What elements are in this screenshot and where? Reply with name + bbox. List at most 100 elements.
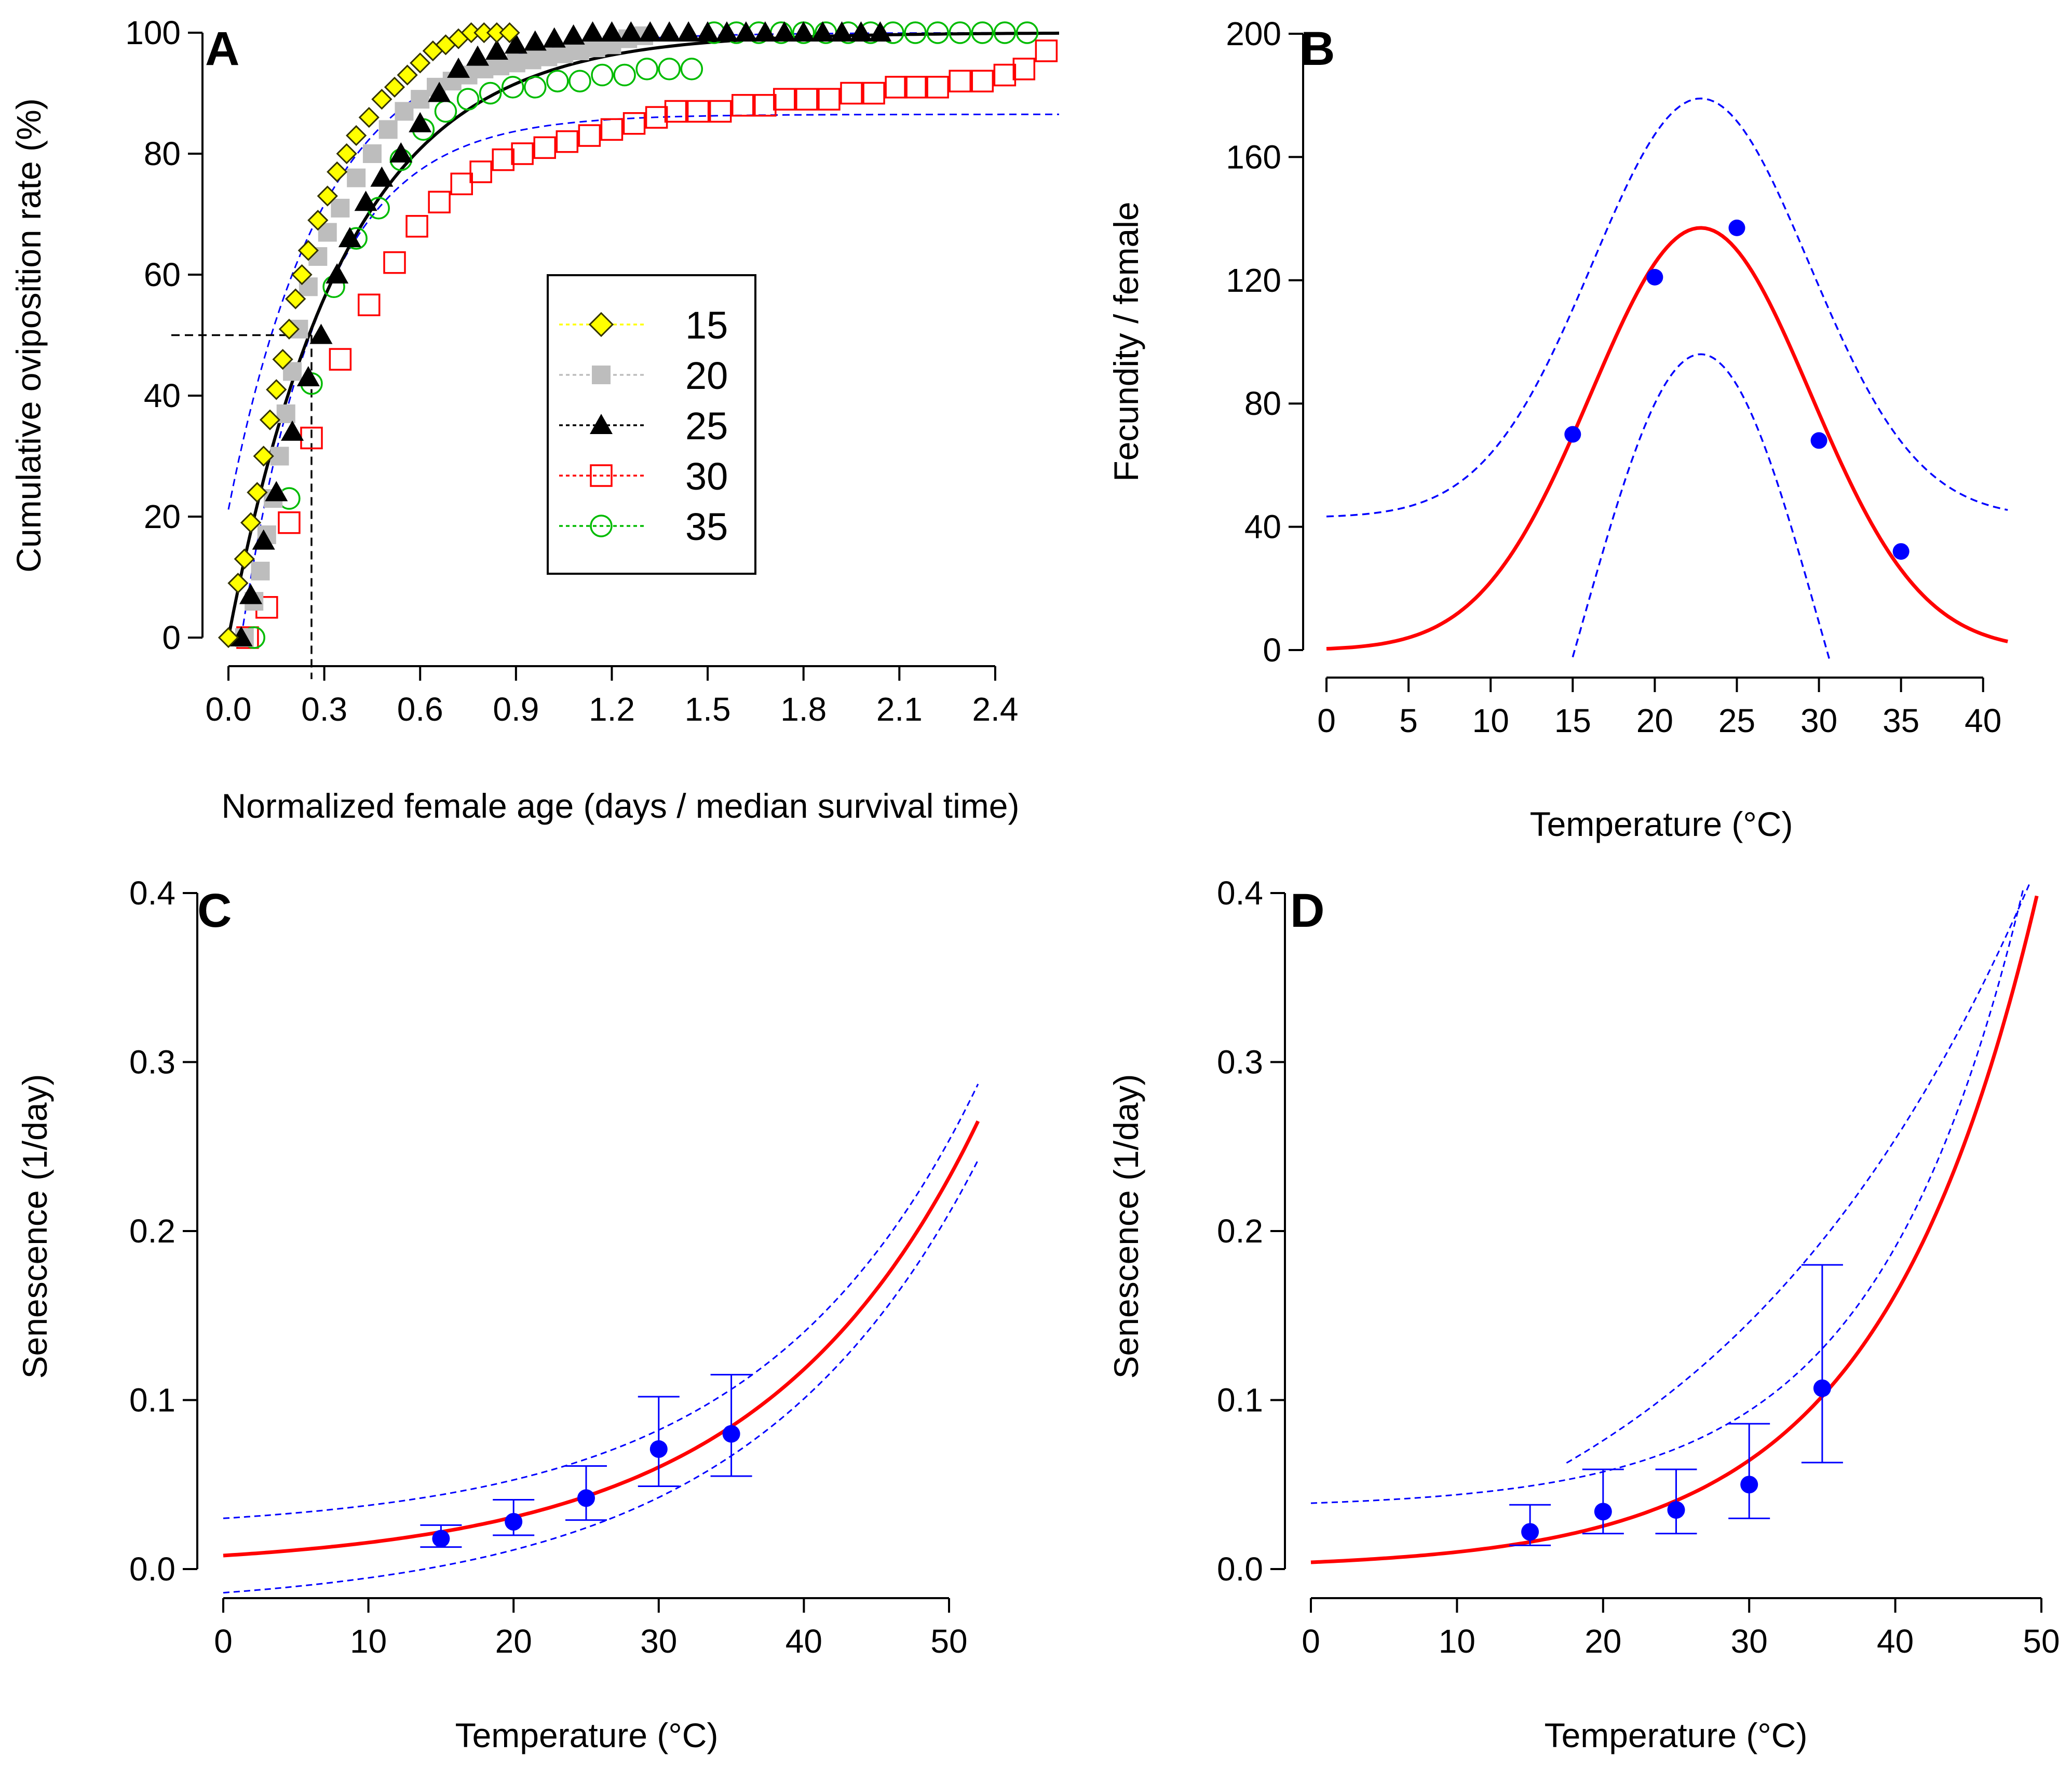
data-point-15: [272, 348, 293, 370]
data-point-25: [562, 24, 585, 45]
data-point-30: [428, 191, 451, 213]
y-tick-label: 0: [1263, 631, 1281, 669]
y-tick-label: 60: [144, 256, 181, 293]
confidence-band-line: [240, 113, 1059, 638]
y-tick-label: 200: [1226, 15, 1281, 52]
y-tick-label: 0.2: [129, 1212, 175, 1250]
x-tick-label: 20: [1636, 702, 1673, 739]
data-point: [1594, 1503, 1612, 1521]
data-point-35: [971, 21, 994, 44]
y-axis-title: Fecundity / female: [1107, 201, 1145, 481]
data-point-30: [885, 76, 908, 99]
x-tick-label: 20: [1585, 1623, 1621, 1660]
data-point-15: [285, 288, 306, 309]
data-point-35: [479, 82, 502, 105]
data-point-35: [926, 21, 949, 44]
data-point-30: [949, 70, 971, 92]
data-point-15: [240, 512, 262, 533]
y-tick-label: 0.1: [1217, 1382, 1263, 1419]
data-point-20: [586, 38, 605, 58]
data-point-25: [619, 21, 643, 42]
y-tick-label: 120: [1226, 262, 1281, 299]
data-point-25: [389, 142, 413, 163]
data-point-35: [524, 76, 547, 99]
data-point-25: [326, 263, 349, 283]
y-tick-label: 0.4: [129, 874, 175, 912]
data-point-30: [358, 293, 381, 316]
x-tick-label: 5: [1399, 702, 1418, 739]
data-point-15: [327, 161, 348, 183]
data-point-15: [499, 22, 520, 44]
data-point-30: [926, 76, 949, 99]
data-point-30: [732, 94, 754, 117]
panel-c-letter: C: [197, 884, 232, 937]
data-point-15: [278, 318, 300, 340]
data-point-25: [309, 323, 333, 344]
data-point-25: [370, 166, 394, 187]
data-point-35: [568, 70, 591, 92]
ci-lower-line: [223, 1159, 979, 1594]
legend-marker-30: [590, 464, 613, 487]
data-point-25: [696, 21, 720, 42]
data-point-35: [546, 70, 569, 92]
data-point-35: [993, 21, 1017, 44]
data-point-30: [818, 88, 841, 111]
x-tick-label: 40: [786, 1623, 822, 1660]
legend-label-25: 25: [685, 404, 728, 448]
data-point-30: [904, 76, 927, 99]
panel-d: D 0 10 20 30 40 50 0.0 0.1 0.2 0.3 0.4 Temperature …: [1107, 874, 2060, 1754]
data-point-15: [410, 52, 431, 74]
data-point: [577, 1489, 595, 1507]
data-point-15: [218, 627, 239, 648]
data-point-25: [447, 57, 470, 78]
data-point-30: [405, 215, 428, 238]
data-point-30: [664, 100, 687, 123]
data-point-20: [538, 47, 558, 66]
data-point: [649, 1440, 668, 1458]
ci-lower-line: [1572, 353, 1830, 659]
x-tick-label: 0.9: [493, 691, 539, 728]
data-point-20: [411, 90, 430, 109]
data-point-25: [753, 21, 777, 42]
y-tick-label: 100: [125, 14, 181, 51]
data-point-30: [578, 124, 601, 147]
data-point-35: [658, 58, 681, 80]
x-tick-label: 0: [214, 1623, 233, 1660]
data-point-15: [259, 409, 281, 430]
x-tick-label: 1.2: [589, 691, 635, 728]
data-point-15: [397, 64, 418, 86]
data-point-35: [1015, 21, 1039, 44]
x-tick-label: 0.6: [397, 691, 443, 728]
data-point-25: [466, 45, 489, 66]
data-point-25: [639, 21, 662, 42]
y-tick-label: 80: [1244, 385, 1281, 422]
data-point-15: [291, 264, 313, 286]
data-point-25: [830, 21, 854, 42]
data-point-25: [281, 420, 304, 441]
y-axis-title: Senescence (1/day): [1107, 1074, 1145, 1379]
data-point-30: [1035, 39, 1058, 62]
data-point-15: [358, 106, 380, 128]
data-point-25: [658, 21, 681, 42]
data-point-30: [709, 100, 732, 123]
panel-b: B 0 5 10 15 20 25 30 35 40 0 40 80 120 160 200 Temperat…: [1107, 15, 2008, 843]
ci-upper-line: [223, 1084, 979, 1519]
data-point: [432, 1530, 450, 1548]
data-point-30: [971, 70, 994, 92]
x-tick-label: 40: [1877, 1623, 1914, 1660]
y-tick-label: 0.0: [1217, 1550, 1263, 1588]
mean-fit-curve: [227, 31, 1060, 638]
series-15: [218, 22, 520, 648]
data-point-25: [849, 21, 873, 42]
data-point-30: [383, 251, 406, 274]
ci-lower-line: [1566, 883, 2030, 1464]
x-tick-label: 30: [1800, 702, 1837, 739]
data-point-15: [297, 240, 319, 261]
y-tick-label: 20: [144, 498, 181, 535]
data-point-30: [686, 100, 710, 123]
x-tick-label: 30: [1731, 1623, 1768, 1660]
x-tick-label: 2.4: [972, 691, 1018, 728]
data-point-20: [347, 168, 366, 187]
data-point-15: [384, 76, 405, 98]
data-point-25: [523, 30, 547, 51]
